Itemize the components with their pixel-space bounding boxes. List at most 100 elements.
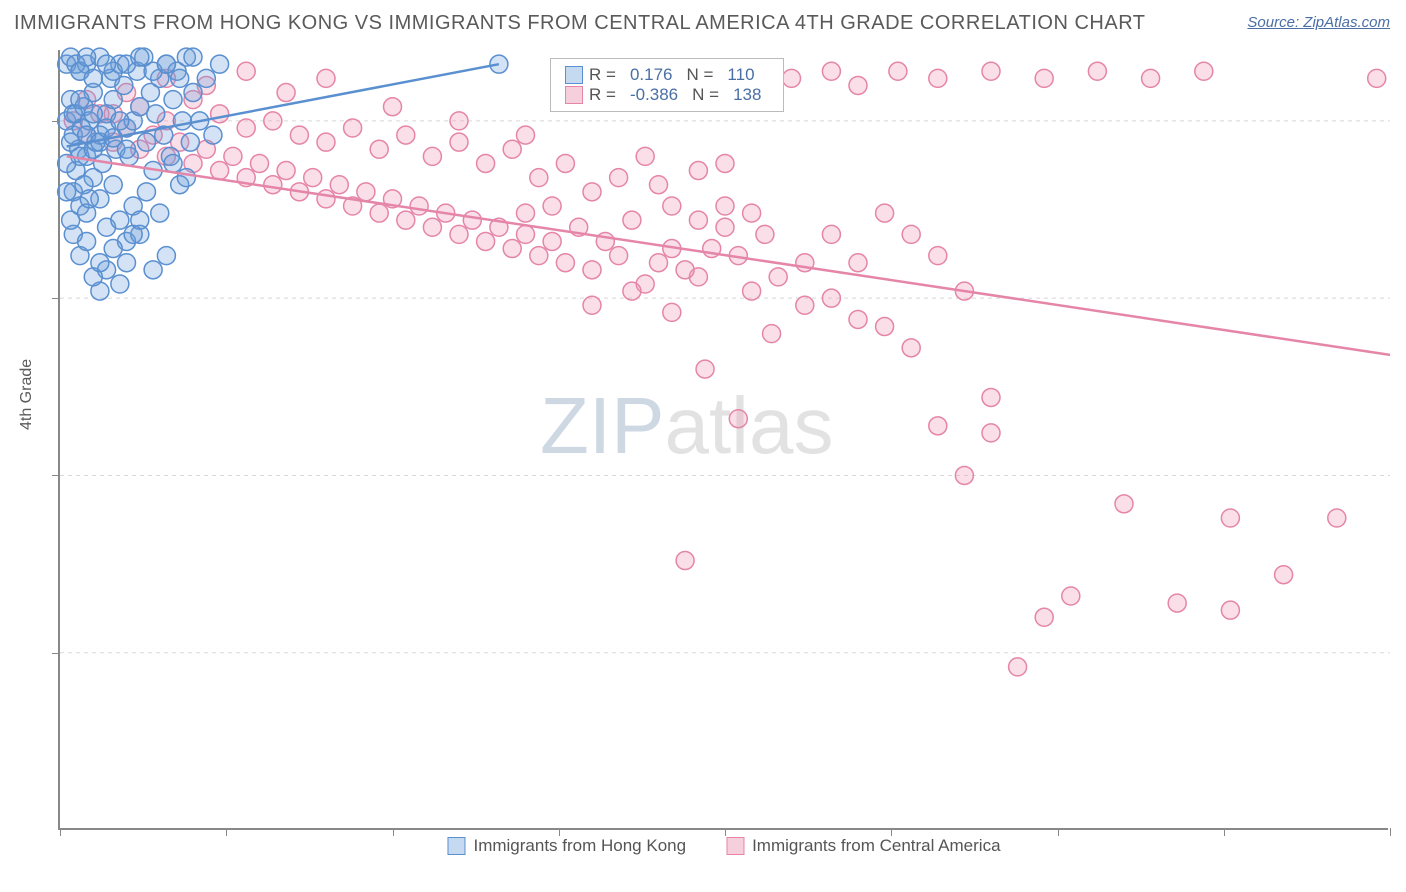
scatter-point bbox=[164, 154, 182, 172]
scatter-point bbox=[84, 69, 102, 87]
scatter-point bbox=[477, 232, 495, 250]
legend-item-hk: Immigrants from Hong Kong bbox=[447, 836, 686, 856]
scatter-point bbox=[410, 197, 428, 215]
scatter-point bbox=[583, 296, 601, 314]
scatter-point bbox=[849, 310, 867, 328]
scatter-point bbox=[157, 247, 175, 265]
scatter-point bbox=[80, 190, 98, 208]
scatter-point bbox=[204, 126, 222, 144]
scatter-point bbox=[650, 254, 668, 272]
scatter-point bbox=[1088, 62, 1106, 80]
scatter-point bbox=[530, 169, 548, 187]
n-label: N = bbox=[692, 85, 719, 105]
scatter-point bbox=[517, 204, 535, 222]
scatter-point bbox=[676, 261, 694, 279]
scatter-point bbox=[423, 147, 441, 165]
scatter-point bbox=[689, 211, 707, 229]
scatter-point bbox=[147, 105, 165, 123]
trend-line-central-america bbox=[67, 156, 1390, 355]
source-site: ZipAtlas.com bbox=[1303, 14, 1390, 31]
scatter-point bbox=[157, 55, 175, 73]
scatter-point bbox=[98, 55, 116, 73]
scatter-point bbox=[1168, 594, 1186, 612]
scatter-point bbox=[58, 183, 76, 201]
scatter-point bbox=[251, 154, 269, 172]
scatter-point bbox=[636, 147, 654, 165]
scatter-point bbox=[171, 69, 189, 87]
scatter-point bbox=[696, 360, 714, 378]
scatter-point bbox=[530, 247, 548, 265]
scatter-point bbox=[822, 225, 840, 243]
scatter-point bbox=[330, 176, 348, 194]
scatter-point bbox=[1221, 509, 1239, 527]
scatter-point bbox=[689, 162, 707, 180]
scatter-point bbox=[763, 325, 781, 343]
scatter-point bbox=[955, 466, 973, 484]
scatter-point bbox=[517, 126, 535, 144]
scatter-point bbox=[583, 261, 601, 279]
legend-label-hk: Immigrants from Hong Kong bbox=[473, 836, 686, 856]
scatter-point bbox=[264, 112, 282, 130]
scatter-point bbox=[184, 48, 202, 66]
scatter-point bbox=[450, 133, 468, 151]
scatter-point bbox=[556, 154, 574, 172]
scatter-point bbox=[78, 48, 96, 66]
scatter-point bbox=[118, 254, 136, 272]
series-central-america-points bbox=[64, 62, 1385, 676]
scatter-point bbox=[131, 48, 149, 66]
scatter-point bbox=[277, 84, 295, 102]
scatter-point bbox=[111, 112, 129, 130]
scatter-point bbox=[610, 169, 628, 187]
scatter-point bbox=[716, 154, 734, 172]
scatter-point bbox=[889, 62, 907, 80]
scatter-point bbox=[118, 140, 136, 158]
scatter-point bbox=[370, 204, 388, 222]
scatter-point bbox=[1009, 658, 1027, 676]
r-value-ca: -0.386 bbox=[630, 85, 678, 105]
scatter-point bbox=[517, 225, 535, 243]
scatter-point bbox=[91, 254, 109, 272]
stats-legend: R = 0.176 N = 110 R = -0.386 N = 138 bbox=[550, 58, 784, 112]
scatter-point bbox=[184, 84, 202, 102]
scatter-point bbox=[1195, 62, 1213, 80]
scatter-point bbox=[756, 225, 774, 243]
scatter-point bbox=[743, 282, 761, 300]
scatter-point bbox=[1221, 601, 1239, 619]
scatter-point bbox=[623, 282, 641, 300]
scatter-point bbox=[1142, 69, 1160, 87]
scatter-point bbox=[62, 211, 80, 229]
scatter-point bbox=[902, 339, 920, 357]
scatter-point bbox=[676, 552, 694, 570]
scatter-point bbox=[1062, 587, 1080, 605]
scatter-point bbox=[1368, 69, 1386, 87]
scatter-point bbox=[1035, 69, 1053, 87]
scatter-point bbox=[902, 225, 920, 243]
scatter-point bbox=[583, 183, 601, 201]
source-link[interactable]: Source: ZipAtlas.com bbox=[1247, 14, 1390, 31]
scatter-point bbox=[397, 211, 415, 229]
legend-label-ca: Immigrants from Central America bbox=[752, 836, 1000, 856]
scatter-point bbox=[1328, 509, 1346, 527]
scatter-point bbox=[137, 183, 155, 201]
scatter-point bbox=[796, 296, 814, 314]
r-value-hk: 0.176 bbox=[630, 65, 673, 85]
scatter-point bbox=[876, 318, 894, 336]
bottom-legend: Immigrants from Hong Kong Immigrants fro… bbox=[447, 836, 1000, 856]
scatter-point bbox=[290, 126, 308, 144]
scatter-point bbox=[556, 254, 574, 272]
scatter-point bbox=[929, 69, 947, 87]
scatter-point bbox=[982, 62, 1000, 80]
scatter-point bbox=[84, 105, 102, 123]
scatter-point bbox=[164, 91, 182, 109]
scatter-point bbox=[929, 417, 947, 435]
scatter-point bbox=[104, 240, 122, 258]
scatter-point bbox=[477, 154, 495, 172]
scatter-point bbox=[610, 247, 628, 265]
scatter-point bbox=[237, 119, 255, 137]
source-label: Source: bbox=[1247, 14, 1299, 31]
scatter-point bbox=[370, 140, 388, 158]
scatter-point bbox=[769, 268, 787, 286]
scatter-point bbox=[503, 240, 521, 258]
scatter-point bbox=[181, 133, 199, 151]
scatter-point bbox=[450, 112, 468, 130]
